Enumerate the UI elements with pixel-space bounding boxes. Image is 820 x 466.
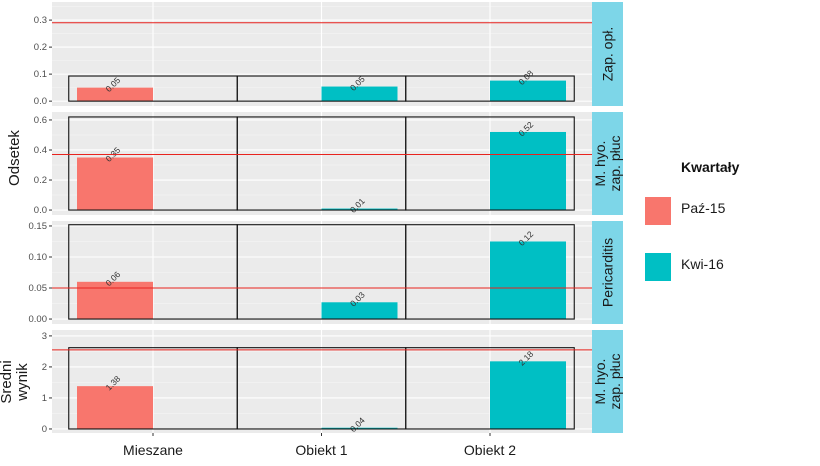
bar-obiekt-2: [490, 241, 566, 320]
bar-obiekt-2: [490, 361, 566, 429]
bar-mieszane: [77, 157, 153, 211]
bar-mieszane: [77, 386, 153, 429]
bar-obiekt-1: [321, 302, 398, 320]
y-tick-label: 3: [42, 331, 47, 342]
legend-title: Kwartały: [681, 159, 740, 175]
bar-obiekt-1: [321, 86, 398, 102]
facet-panel-1: 0.00.20.40.60.350.010.52M. hyo. zap. płuc: [34, 112, 623, 216]
y-tick-label: 0.6: [34, 115, 47, 126]
x-tick-label: Mieszane: [123, 442, 183, 458]
y-axis-label: wynik: [14, 363, 31, 402]
y-axis-label: Odsetek: [6, 130, 23, 186]
facet-strip: [592, 330, 623, 433]
y-axis-label: Średni: [0, 360, 15, 403]
y-tick-label: 0.2: [34, 42, 47, 53]
y-tick-label: 0.1: [34, 69, 47, 80]
bar-obiekt-2: [490, 80, 566, 102]
legend-swatch: [645, 197, 671, 225]
y-tick-label: 0.2: [34, 175, 47, 186]
facet-strip-label: Pericarditis: [600, 238, 616, 307]
facet-panel-0: 0.00.10.20.30.05 0.05 0.08 Zap. opł.: [34, 2, 623, 107]
category-outline-box: [405, 116, 575, 211]
legend-swatch: [645, 253, 671, 281]
category-outline-box: [405, 224, 575, 320]
y-tick-label: 1: [42, 393, 47, 404]
facet-strip-label: Zap. opł.: [600, 27, 616, 81]
facet-strip: [592, 221, 623, 324]
y-tick-label: 0.0: [34, 96, 47, 107]
y-tick-label: 0.0: [34, 205, 47, 216]
bar-mieszane: [77, 87, 153, 102]
bar-mieszane: [77, 281, 153, 320]
bar-obiekt-1: [321, 208, 398, 211]
y-tick-label: 0.10: [29, 252, 48, 263]
category-outline-box: [405, 75, 575, 102]
facet-strip: [592, 2, 623, 106]
facet-panel-2: 0.000.050.100.150.060.030.12 Pericarditis: [29, 221, 623, 325]
bar-obiekt-1: [321, 427, 398, 429]
x-tick-label: Obiekt 1: [295, 442, 347, 458]
facet-strip-label: zap. płuc: [607, 353, 623, 409]
facet-strip-label: M. hyo.: [592, 141, 608, 187]
bar-obiekt-2: [490, 131, 566, 211]
category-outline-box: [405, 347, 575, 430]
y-tick-label: 0.4: [34, 145, 47, 156]
y-tick-label: 0: [42, 424, 47, 435]
y-tick-label: 2: [42, 362, 47, 373]
y-tick-label: 0.00: [29, 314, 48, 325]
y-tick-label: 0.05: [29, 283, 48, 294]
y-tick-label: 0.15: [29, 221, 48, 232]
legend: Kwartały Paź-15 Kwi-16: [645, 159, 740, 281]
facet-strip: [592, 112, 623, 215]
legend-label: Kwi-16: [681, 256, 724, 272]
facet-strip-label: M. hyo.: [592, 359, 608, 405]
x-tick-label: Obiekt 2: [464, 442, 516, 458]
y-tick-label: 0.3: [34, 15, 47, 26]
legend-label: Paź-15: [681, 200, 726, 216]
facet-strip-label: zap. płuc: [607, 135, 623, 191]
